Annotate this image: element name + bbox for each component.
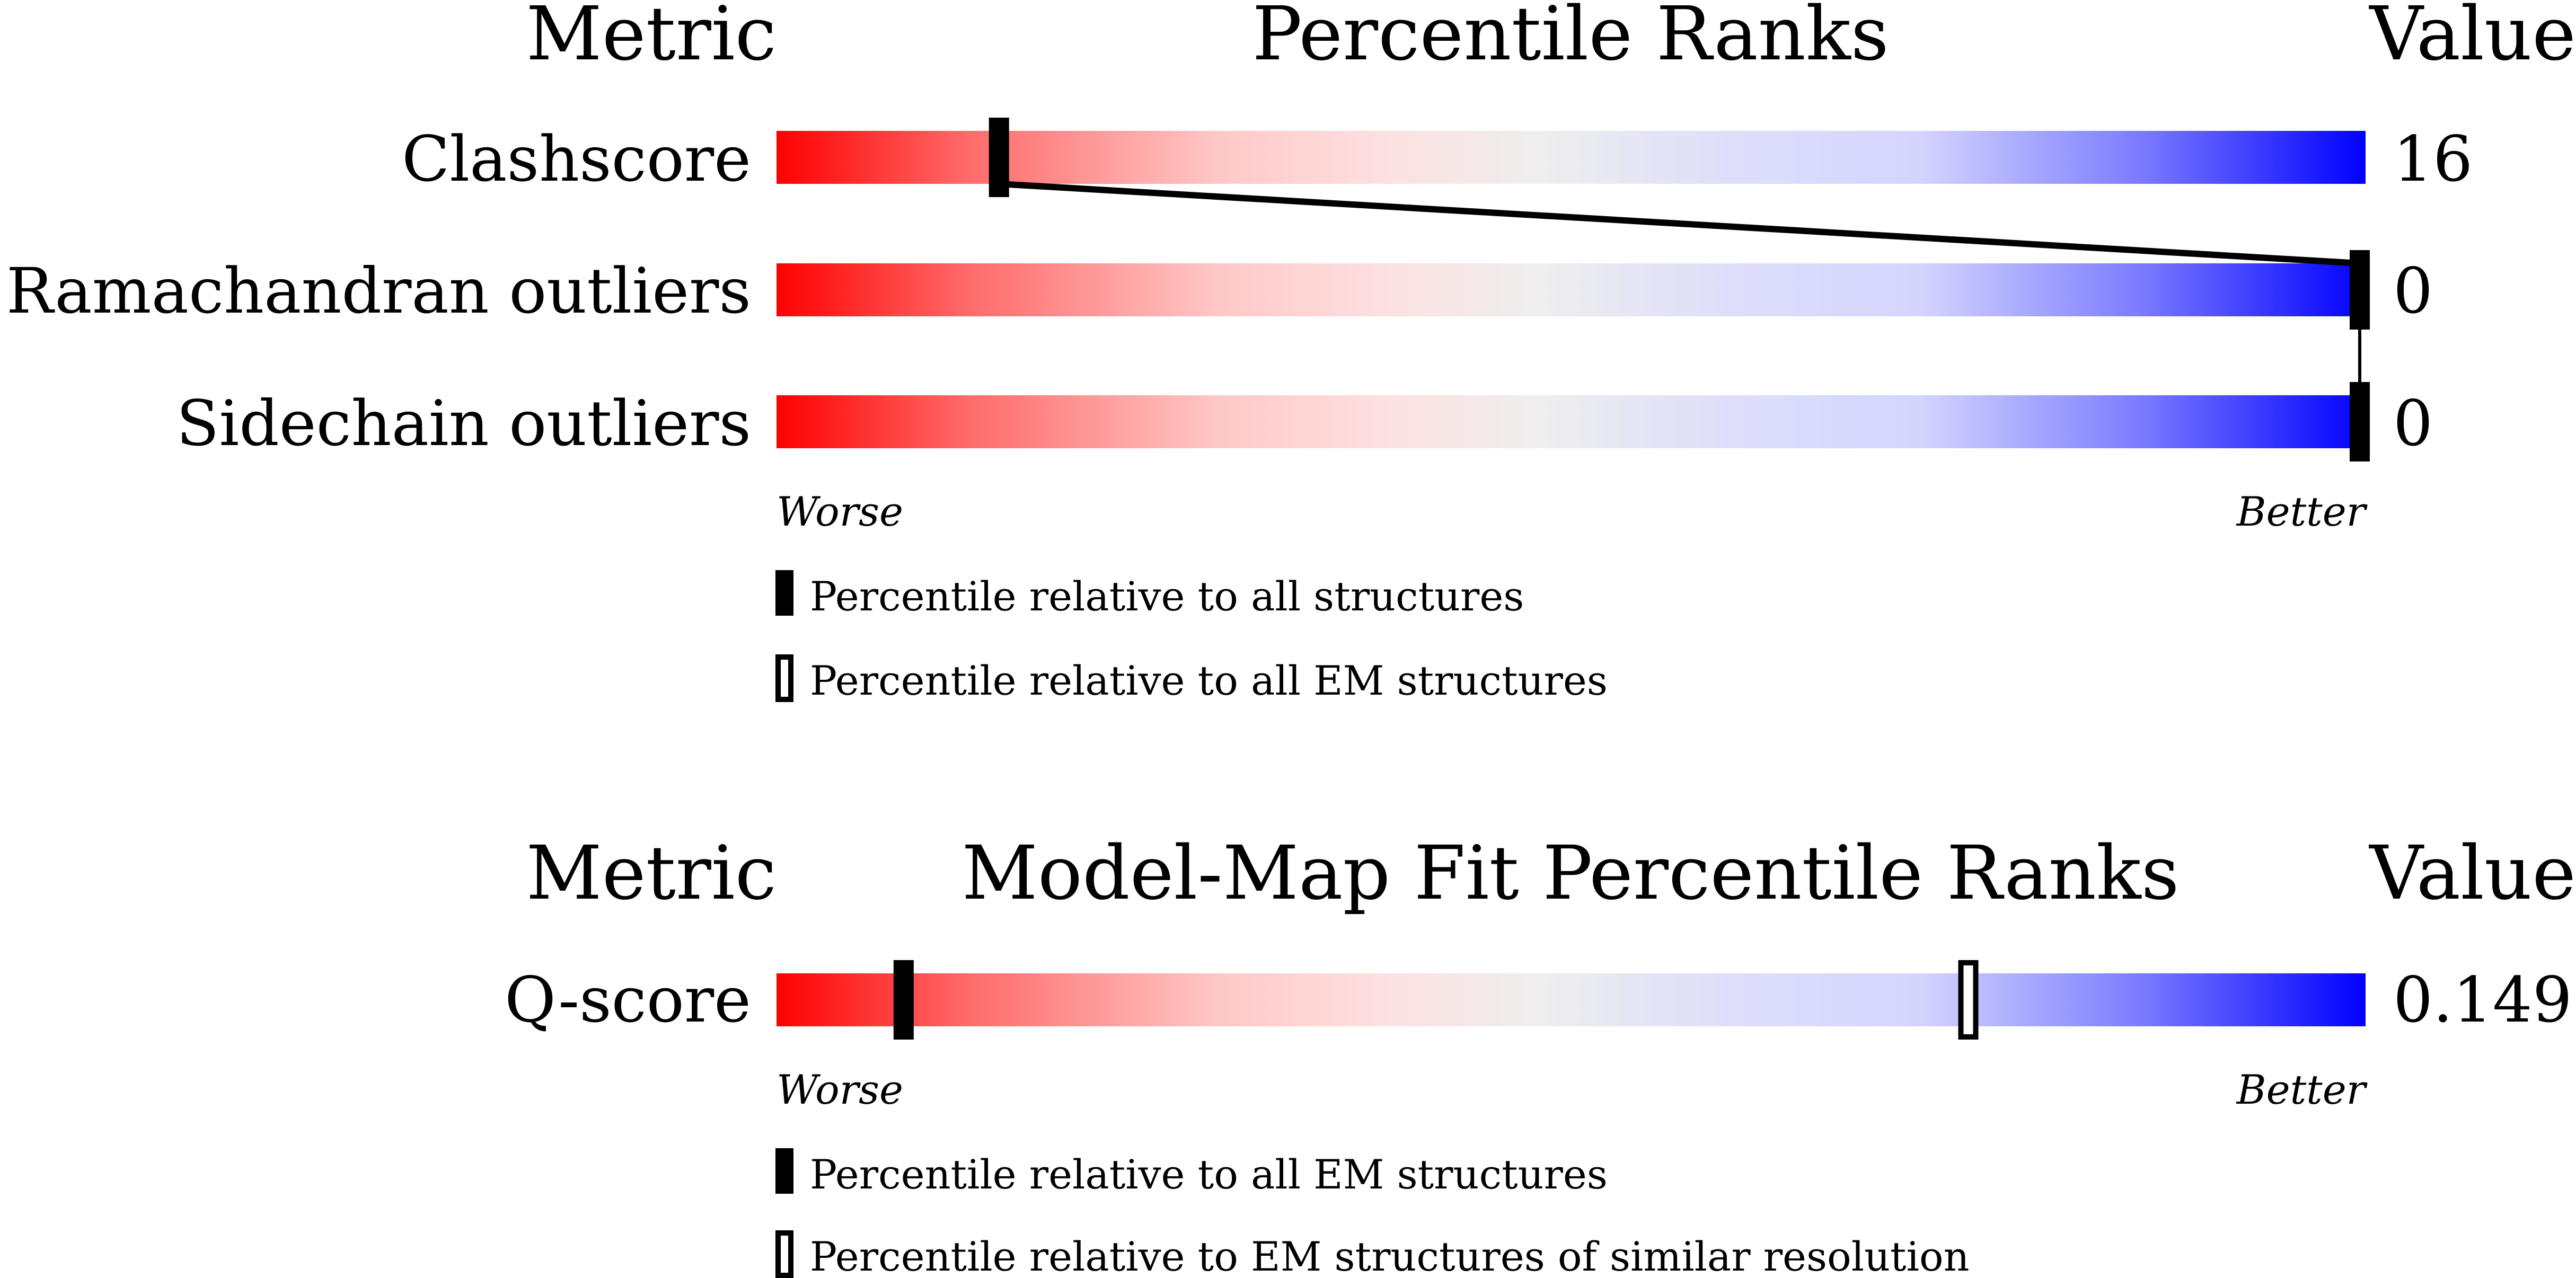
row-label: Q-score — [505, 963, 751, 1036]
scale-better: Better — [2236, 1066, 2368, 1113]
row-value: 16 — [2393, 122, 2473, 196]
marker-similar-percentile — [1958, 960, 1979, 1040]
marker-all-percentile — [893, 960, 914, 1040]
row-label: Sidechain outliers — [177, 387, 751, 460]
panel-percentile-ranks: Metric Percentile Ranks Value Clashscore… — [6, 0, 2576, 704]
percentile-bar — [777, 395, 2366, 448]
header-value: Value — [2368, 830, 2576, 917]
scale-worse: Worse — [777, 1066, 903, 1113]
header-title: Percentile Ranks — [1252, 0, 1889, 77]
legend-filled-marker — [775, 570, 793, 616]
marker-all-percentile — [2350, 382, 2370, 462]
header-value: Value — [2368, 0, 2576, 77]
scale-better: Better — [2236, 488, 2368, 535]
row-value: 0 — [2393, 387, 2433, 460]
legend-label: Percentile relative to all EM structures — [810, 657, 1608, 704]
header-metric: Metric — [526, 0, 777, 77]
legend-hollow-marker — [775, 654, 793, 702]
panel-model-map-fit: Metric Model-Map Fit Percentile Ranks Va… — [505, 830, 2576, 1278]
row-value: 0 — [2393, 254, 2433, 327]
percentile-bar — [777, 263, 2366, 316]
legend-hollow-marker — [775, 1230, 793, 1278]
scale-worse: Worse — [777, 488, 903, 535]
legend-label: Percentile relative to EM structures of … — [810, 1233, 1970, 1278]
header-title: Model-Map Fit Percentile Ranks — [961, 830, 2179, 917]
row-label: Ramachandran outliers — [6, 254, 751, 327]
percentile-bar — [777, 973, 2366, 1026]
row-label: Clashscore — [402, 122, 751, 196]
legend-label: Percentile relative to all EM structures — [810, 1151, 1608, 1198]
percentile-bar — [777, 131, 2366, 184]
legend-filled-marker — [775, 1148, 793, 1194]
connector-line — [999, 181, 2360, 267]
row-value: 0.149 — [2393, 963, 2572, 1036]
header-metric: Metric — [526, 830, 777, 917]
legend-label: Percentile relative to all structures — [810, 573, 1524, 620]
